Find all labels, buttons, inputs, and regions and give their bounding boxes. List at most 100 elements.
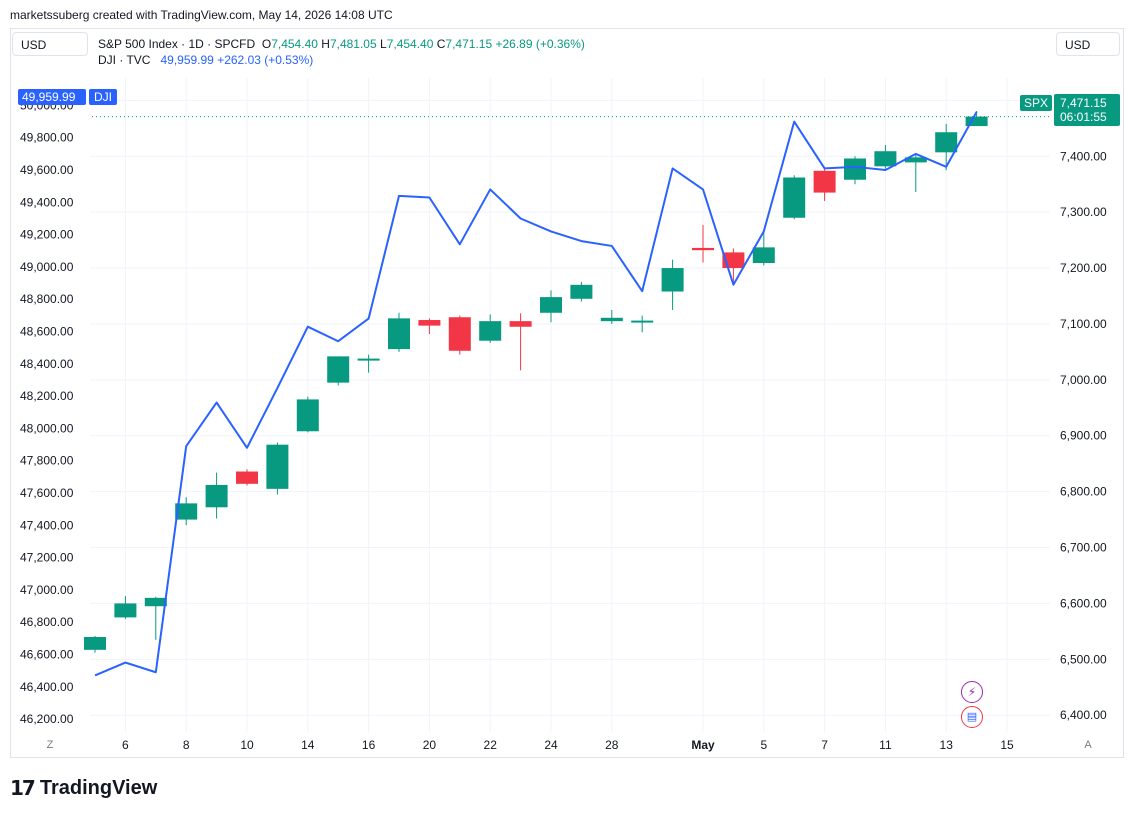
legend-compare-symbol[interactable]: DJI · TVC xyxy=(98,53,151,67)
x-axis-tick-14: 15 xyxy=(1000,738,1014,752)
right-currency-button[interactable]: USD xyxy=(1056,32,1120,56)
right-axis-tick-3: 7,200.00 xyxy=(1060,261,1107,275)
right-axis-tick-7: 6,800.00 xyxy=(1060,485,1107,499)
spx-candle-body-25 xyxy=(844,158,866,180)
spx-candle-body-26 xyxy=(874,151,897,167)
us-flag-event-icon[interactable]: ▤ xyxy=(961,706,983,728)
spx-candle-19 xyxy=(661,259,684,310)
legend-main-change: +26.89 (+0.36%) xyxy=(495,37,585,51)
legend-low-label: L xyxy=(380,37,387,51)
spx-candle-23 xyxy=(783,175,806,220)
tradingview-logo-text: TradingView xyxy=(39,776,158,799)
legend-compare-row: DJI · TVC 49,959.99 +262.03 (+0.53%) xyxy=(98,52,585,68)
x-axis-tick-11: 7 xyxy=(821,738,828,752)
legend-main-row: S&P 500 Index · 1D · SPCFD O7,454.40 H7,… xyxy=(98,36,585,52)
spx-candle-11 xyxy=(418,318,441,335)
x-axis-tick-10: 5 xyxy=(760,738,767,752)
legend-main-symbol[interactable]: S&P 500 Index · 1D · SPCFD xyxy=(98,37,256,51)
spx-candle-body-24 xyxy=(813,170,836,193)
spx-price-badge xyxy=(1054,94,1120,126)
left-axis-tick-5: 49,000.00 xyxy=(20,260,74,274)
legend-open-value: 7,454.40 xyxy=(271,37,318,51)
spx-candle-body-16 xyxy=(570,284,593,299)
left-axis-tick-12: 47,600.00 xyxy=(20,486,74,500)
left-axis-tick-7: 48,600.00 xyxy=(20,325,74,339)
spx-candle-2 xyxy=(144,596,167,640)
spx-candle-body-28 xyxy=(935,132,958,153)
spx-candle-27 xyxy=(904,155,927,193)
legend-compare-change: +262.03 (+0.53%) xyxy=(217,53,314,67)
right-axis-tick-2: 7,300.00 xyxy=(1060,205,1107,219)
spx-candle-26 xyxy=(874,145,897,169)
x-axis-tick-4: 16 xyxy=(362,738,376,752)
spx-candle-body-29 xyxy=(965,116,988,127)
spx-candle-body-9 xyxy=(357,358,380,361)
spx-candle-16 xyxy=(570,282,593,302)
spx-candle-body-5 xyxy=(236,471,258,484)
left-axis-tick-10: 48,000.00 xyxy=(20,421,74,435)
spx-candle-body-22 xyxy=(752,247,775,264)
spx-candle-body-18 xyxy=(631,320,654,323)
left-axis-tick-2: 49,600.00 xyxy=(20,163,74,177)
spx-candle-body-21 xyxy=(722,252,745,269)
left-axis-tick-3: 49,400.00 xyxy=(20,195,74,209)
spx-candle-body-1 xyxy=(114,603,137,618)
left-axis-tick-15: 47,000.00 xyxy=(20,583,74,597)
left-axis-tick-4: 49,200.00 xyxy=(20,228,74,242)
right-axis-tick-6: 6,900.00 xyxy=(1060,429,1107,443)
x-axis-tick-9: May xyxy=(691,738,715,752)
left-axis-tick-19: 46,200.00 xyxy=(20,712,74,726)
right-axis-tick-5: 7,000.00 xyxy=(1060,373,1107,387)
left-axis-tick-17: 46,600.00 xyxy=(20,647,74,661)
chart-credit: marketssuberg created with TradingView.c… xyxy=(10,8,393,22)
spx-candle-body-15 xyxy=(540,297,562,313)
spx-candle-body-20 xyxy=(692,247,714,251)
left-axis-tick-1: 49,800.00 xyxy=(20,131,74,145)
spx-candle-28 xyxy=(935,123,958,171)
spx-candle-12 xyxy=(448,315,471,355)
legend-high-value: 7,481.05 xyxy=(329,37,377,51)
spx-candle-4 xyxy=(205,472,228,519)
x-axis-tick-5: 20 xyxy=(423,738,437,752)
x-axis-tick-12: 11 xyxy=(879,738,892,752)
left-axis-tick-18: 46,400.00 xyxy=(20,680,74,694)
chart-grid xyxy=(90,78,1050,732)
spx-candle-body-3 xyxy=(175,503,198,520)
spx-candle-22 xyxy=(752,230,775,266)
spx-candle-body-27 xyxy=(904,157,927,163)
spx-candle-3 xyxy=(175,497,198,526)
spx-candle-6 xyxy=(266,442,289,495)
legend-close-label: C xyxy=(436,37,446,51)
spx-candle-body-23 xyxy=(783,177,806,218)
dji-line xyxy=(94,111,978,677)
lightning-event-icon[interactable]: ⚡ xyxy=(961,681,983,703)
spx-candle-body-17 xyxy=(600,317,623,322)
spx-tag-badge xyxy=(1020,95,1052,111)
spx-candle-15 xyxy=(540,290,562,323)
left-axis-tick-13: 47,400.00 xyxy=(20,518,74,532)
spx-candle-body-7 xyxy=(296,399,319,432)
spx-candle-body-14 xyxy=(509,321,532,327)
right-price-axis: 7,500.007,400.007,300.007,200.007,100.00… xyxy=(1060,93,1107,722)
x-axis-tick-3: 14 xyxy=(301,738,315,752)
left-axis-tick-6: 48,800.00 xyxy=(20,292,74,306)
right-axis-tick-8: 6,700.00 xyxy=(1060,541,1107,555)
x-axis-tick-8: 28 xyxy=(605,738,619,752)
spx-candle-24 xyxy=(813,168,836,201)
spx-candle-0 xyxy=(84,635,106,653)
spx-candle-body-11 xyxy=(418,320,441,326)
spx-candle-21 xyxy=(722,248,745,284)
spx-candle-body-2 xyxy=(144,597,167,607)
tradingview-logo[interactable]: 17 TradingView xyxy=(10,776,157,800)
x-axis-tick-13: 13 xyxy=(940,738,954,752)
spx-candle-17 xyxy=(600,309,623,324)
spx-candle-body-4 xyxy=(205,484,228,508)
spx-candle-25 xyxy=(844,156,866,185)
left-currency-button[interactable]: USD xyxy=(12,32,88,56)
chart-frame xyxy=(10,28,1124,758)
dji-tag-badge-text: DJI xyxy=(94,90,112,104)
spx-candle-9 xyxy=(357,354,380,373)
spx-candle-body-10 xyxy=(388,318,410,350)
spx-tag-badge-text: SPX xyxy=(1024,96,1048,110)
